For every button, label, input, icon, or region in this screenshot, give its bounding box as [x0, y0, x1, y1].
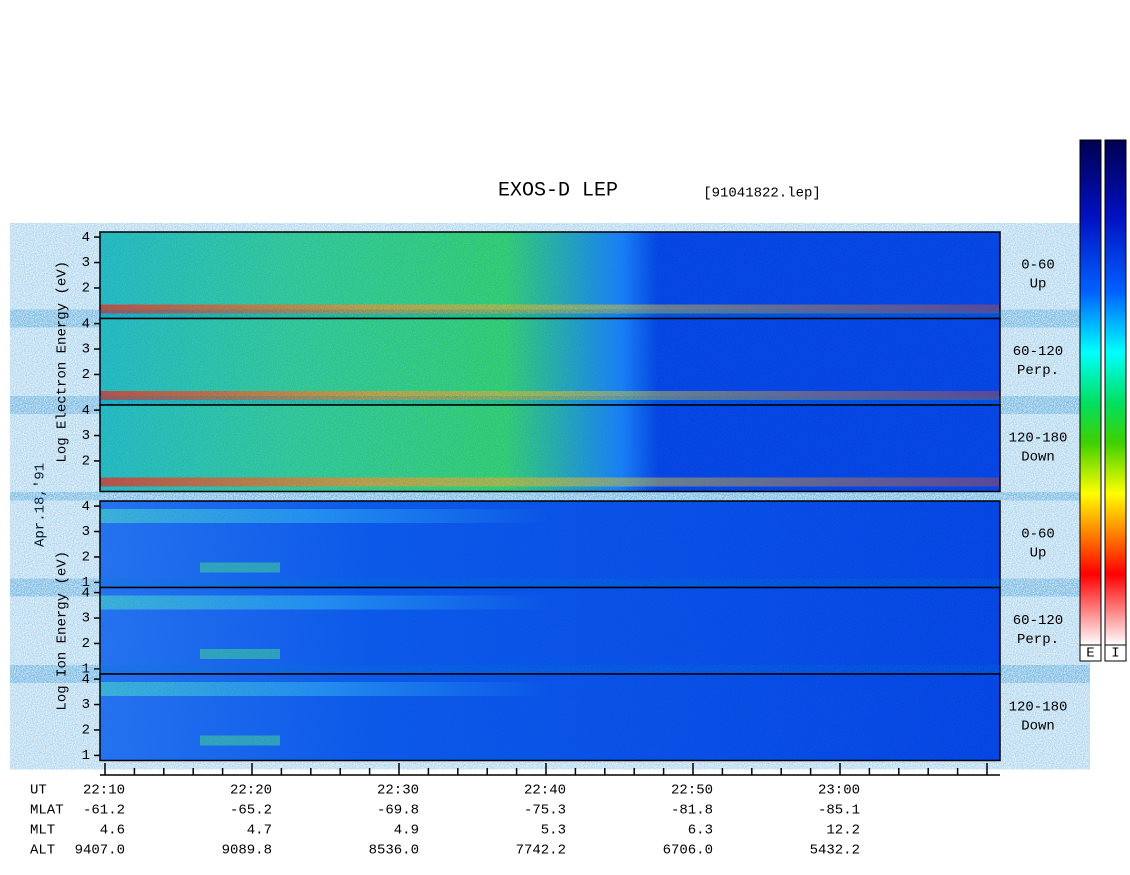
y-tick-label: 3	[82, 342, 90, 358]
noise	[100, 674, 1000, 761]
direction-label: Down	[1021, 719, 1055, 735]
row-value: 23:00	[818, 783, 860, 799]
y-tick-label: 3	[82, 697, 90, 713]
row-value: 12.2	[826, 823, 860, 839]
row-value: 9089.8	[222, 843, 272, 859]
x-axis: UT 22:10 22:20 22:30 22:40 22:50 23:00 MLAT -61.…	[30, 763, 1000, 859]
y-tick-label: 4	[82, 316, 90, 332]
row-value: -81.8	[671, 803, 713, 819]
y-tick-label: 4	[82, 403, 90, 419]
row-value: 8536.0	[369, 843, 419, 859]
panel-frame	[99, 673, 1001, 762]
y-axis-label: Log Electron Energy (eV)	[55, 261, 71, 463]
panels: 2 3 4 0-60 Up 2 3 4 60-120 Perp. 2 3 4 120-180 Down Log…	[55, 230, 1068, 764]
row-label: MLAT	[30, 803, 64, 819]
y-tick-label: 2	[82, 636, 90, 652]
row-value: 4.6	[100, 823, 125, 839]
row-value: -69.8	[377, 803, 419, 819]
angle-label: 0-60	[1021, 527, 1055, 543]
row-value: 7742.2	[516, 843, 566, 859]
colorbar	[1079, 139, 1102, 646]
noise	[100, 232, 1000, 319]
row-value: 22:30	[377, 783, 419, 799]
colorbar-label: E	[1086, 646, 1094, 662]
y-tick-label: 2	[82, 367, 90, 383]
angle-label: 0-60	[1021, 258, 1055, 274]
file-name: [91041822.lep]	[703, 186, 821, 202]
noise	[100, 587, 1000, 674]
direction-label: Perp.	[1017, 632, 1059, 648]
y-tick-label: 4	[82, 672, 90, 688]
angle-label: 120-180	[1009, 700, 1068, 716]
y-tick-label: 4	[82, 230, 90, 246]
direction-label: Perp.	[1017, 363, 1059, 379]
row-label: UT	[30, 783, 47, 799]
row-value: 6706.0	[663, 843, 713, 859]
y-tick-label: 3	[82, 611, 90, 627]
row-value: -65.2	[230, 803, 272, 819]
row-label: ALT	[30, 843, 55, 859]
y-tick-label: 1	[82, 748, 90, 764]
y-tick-label: 1	[82, 662, 90, 678]
row-value: 22:20	[230, 783, 272, 799]
noise	[100, 318, 1000, 405]
direction-label: Up	[1030, 546, 1047, 562]
row-value: 4.9	[394, 823, 419, 839]
y-tick-label: 4	[82, 585, 90, 601]
row-value: 22:40	[524, 783, 566, 799]
row-value: -75.3	[524, 803, 566, 819]
y-axis-label: Log Ion Energy (eV)	[55, 551, 71, 711]
angle-label: 60-120	[1013, 613, 1063, 629]
noise	[100, 501, 1000, 588]
row-value: -85.1	[818, 803, 860, 819]
y-tick-label: 3	[82, 524, 90, 540]
y-tick-label: 3	[82, 428, 90, 444]
row-label: MLT	[30, 823, 55, 839]
panel-frame	[99, 404, 1001, 493]
colorbar-label-box	[1079, 644, 1102, 662]
noise	[100, 405, 1000, 492]
angle-label: 60-120	[1013, 344, 1063, 360]
row-value: 9407.0	[75, 843, 125, 859]
angle-label: 120-180	[1009, 431, 1068, 447]
row-value: -61.2	[83, 803, 125, 819]
title: EXOS-D LEP	[498, 179, 618, 202]
row-value: 6.3	[688, 823, 713, 839]
y-tick-label: 4	[82, 499, 90, 515]
y-tick-label: 3	[82, 255, 90, 271]
date: Apr.18,'91	[33, 463, 49, 547]
y-tick-label: 2	[82, 550, 90, 566]
row-value: 5.3	[541, 823, 566, 839]
y-tick-label: 2	[82, 454, 90, 470]
colorbar	[1104, 139, 1127, 646]
row-value: 22:10	[83, 783, 125, 799]
colorbar-label-box	[1104, 644, 1127, 662]
row-value: 4.7	[247, 823, 272, 839]
direction-label: Down	[1021, 450, 1055, 466]
y-tick-label: 1	[82, 575, 90, 591]
row-value: 5432.2	[810, 843, 860, 859]
direction-label: Up	[1030, 277, 1047, 293]
colorbar-label: I	[1111, 646, 1119, 662]
y-tick-label: 2	[82, 281, 90, 297]
row-value: 22:50	[671, 783, 713, 799]
y-tick-label: 2	[82, 723, 90, 739]
